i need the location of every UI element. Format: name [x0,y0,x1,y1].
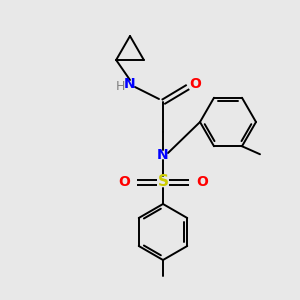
Text: O: O [189,77,201,91]
Text: N: N [157,148,169,162]
Text: H: H [115,80,125,92]
Text: S: S [158,175,169,190]
Text: O: O [118,175,130,189]
Text: N: N [124,77,136,91]
Text: O: O [196,175,208,189]
